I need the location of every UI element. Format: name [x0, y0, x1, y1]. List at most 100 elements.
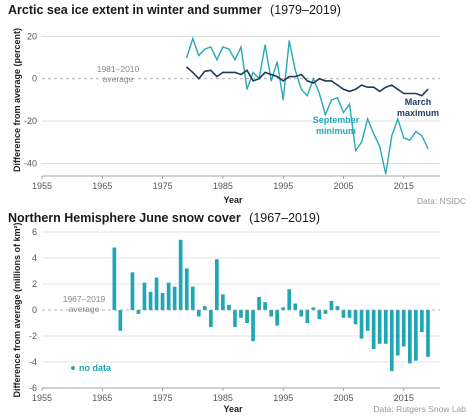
snow-bar — [426, 310, 430, 357]
x-tick-label: 2015 — [394, 181, 414, 191]
snow-bar — [178, 239, 183, 310]
march-point — [210, 69, 212, 71]
snow-bar — [389, 310, 394, 372]
y-tick-label: -2 — [29, 331, 37, 341]
march-point — [415, 92, 417, 95]
x-tick-label: 1985 — [213, 393, 233, 403]
march-point — [204, 70, 206, 72]
march-point — [385, 86, 387, 88]
september-point — [385, 173, 387, 175]
september-point — [198, 54, 200, 57]
snow-ylabel: Difference from average (millions of km²… — [12, 222, 22, 397]
march-point — [264, 71, 266, 73]
september-point — [186, 57, 188, 59]
march-point — [252, 80, 254, 82]
snow-bar — [196, 310, 201, 317]
march-point — [306, 80, 308, 82]
snow-bar — [305, 310, 310, 323]
march-point — [276, 76, 278, 78]
snow-bar — [154, 277, 159, 310]
x-tick-label: 1955 — [32, 181, 52, 191]
snow-bar — [263, 302, 267, 310]
snow-bar — [353, 310, 358, 325]
september-point — [415, 131, 417, 133]
september-point — [391, 135, 393, 137]
snow-bar — [287, 289, 292, 310]
snow-bar — [420, 310, 424, 333]
september-point — [246, 88, 248, 90]
september-point — [288, 40, 290, 42]
march-point — [234, 71, 236, 73]
sea-ice-title: Arctic sea ice extent in winter and summ… — [8, 1, 341, 18]
march-point — [240, 73, 242, 76]
snow-bar — [160, 293, 165, 310]
september-point — [210, 46, 212, 48]
no-data-marker — [71, 366, 75, 370]
snow-bar — [281, 307, 285, 310]
y-tick-label: 4 — [32, 253, 37, 263]
september-point — [306, 95, 308, 97]
march-point — [246, 69, 248, 71]
x-tick-label: 1965 — [92, 393, 112, 403]
snow-bar — [215, 259, 219, 310]
snow-bar — [190, 286, 195, 310]
september-point — [234, 59, 236, 61]
snow-bar — [408, 310, 412, 364]
september-point — [204, 48, 206, 50]
march-point — [373, 86, 375, 88]
september-point — [330, 99, 333, 101]
march-point — [427, 88, 429, 90]
snow-bar — [329, 300, 334, 310]
september-point — [379, 145, 381, 147]
snow-cover-chart: Northern Hemisphere June snow cover (196… — [8, 209, 466, 414]
september-point — [336, 97, 339, 99]
september-point — [373, 133, 375, 135]
september-point — [276, 61, 278, 63]
snow-cover-title: Northern Hemisphere June snow cover (196… — [8, 209, 320, 226]
snow-bar — [112, 247, 117, 310]
march-point — [216, 76, 218, 78]
y-tick-label: -20 — [24, 116, 37, 126]
march-point — [318, 78, 320, 80]
y-tick-label: 2 — [32, 279, 37, 289]
snow-bar — [239, 310, 243, 318]
march-point — [198, 78, 200, 80]
snow-bar — [130, 272, 135, 310]
march-point — [354, 88, 357, 90]
snow-bar — [227, 304, 231, 310]
sea-ice-xlabel: Year — [223, 195, 243, 205]
snow-bar — [371, 310, 376, 349]
march-label-2: maximum — [397, 108, 439, 118]
september-point — [312, 78, 314, 80]
y-tick-label: 0 — [32, 305, 37, 315]
snow-bar — [257, 297, 261, 310]
march-point — [186, 66, 188, 68]
september-point — [294, 69, 296, 71]
september-point — [252, 71, 254, 73]
march-point — [300, 73, 302, 76]
snow-bar — [293, 303, 298, 310]
september-point — [342, 111, 345, 114]
march-label-1: March — [405, 97, 432, 107]
march-point — [409, 92, 411, 95]
snow-bar — [148, 291, 153, 310]
snow-bar — [311, 307, 316, 310]
snow-bar — [323, 310, 328, 314]
snow-bar — [414, 310, 418, 361]
no-data-label: no data — [79, 363, 112, 373]
sea-ice-source: Data: NSIDC — [417, 196, 466, 206]
september-point — [348, 103, 351, 105]
september-point — [397, 118, 399, 120]
march-point — [397, 88, 399, 90]
snow-bar — [299, 310, 304, 317]
snow-bar — [251, 310, 255, 342]
march-point — [348, 90, 351, 93]
snow-bar — [269, 310, 273, 317]
september-point — [324, 114, 327, 116]
sea-ice-baseline-label-2: average — [103, 74, 134, 84]
march-point — [312, 82, 314, 84]
march-point — [228, 71, 230, 73]
september-point — [216, 59, 218, 61]
snow-bar — [184, 268, 189, 310]
march-point — [294, 76, 296, 78]
